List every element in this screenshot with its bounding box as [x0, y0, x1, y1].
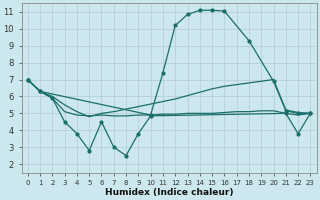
- X-axis label: Humidex (Indice chaleur): Humidex (Indice chaleur): [105, 188, 233, 197]
